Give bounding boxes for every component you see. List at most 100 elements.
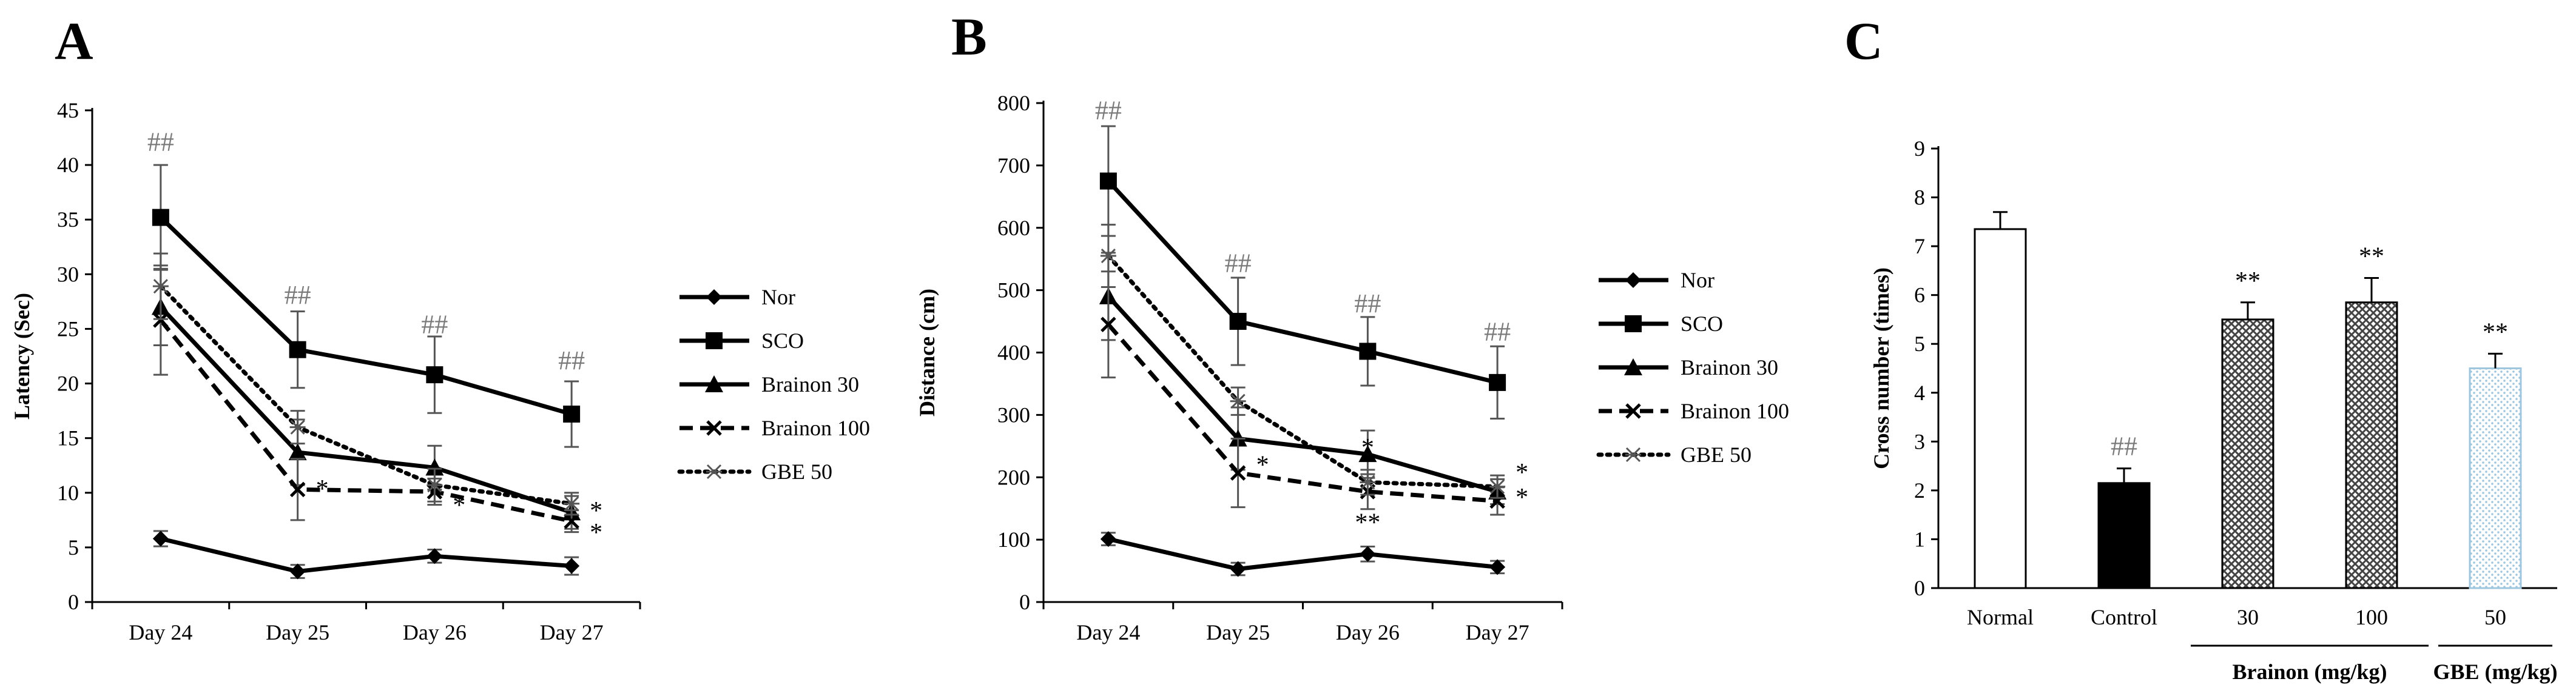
series-gbe-50	[152, 252, 580, 516]
legend-label: Nor	[1681, 268, 1715, 292]
legend-label: Brainon 30	[761, 372, 859, 397]
data-point	[152, 209, 169, 226]
data-point	[1358, 445, 1377, 463]
chart-c: 0 1 2 3 4 5 6 7 8 9 Cross number (times) Normal Cont…	[1869, 136, 2558, 684]
y-tick-label: 700	[997, 153, 1030, 178]
annotation-star: **	[2359, 243, 2384, 270]
data-point	[152, 279, 169, 294]
series-sco	[152, 164, 581, 448]
panel-letter-b: B	[951, 8, 987, 67]
annotation-hash: ##	[147, 127, 174, 156]
annotation-hash: ##	[2111, 432, 2137, 461]
y-tick-label: 30	[57, 262, 79, 286]
y-tick-label: 35	[57, 207, 79, 232]
data-point	[1360, 546, 1376, 562]
data-point	[1099, 172, 1117, 190]
x-tick-label: Day 24	[1076, 620, 1140, 644]
legend-label: Brainon 100	[1681, 399, 1789, 423]
series-line	[159, 306, 573, 515]
annotation-star: *	[1516, 459, 1528, 487]
x-tick-label: Normal	[1967, 605, 2034, 629]
legend-marker	[1625, 315, 1642, 332]
y-tick-label: 0	[1914, 576, 1925, 600]
panel-letter-a: A	[55, 12, 93, 71]
data-point	[289, 481, 306, 498]
x-tick-label: Day 25	[1206, 620, 1270, 644]
legend-a: Nor SCO Brainon 30 Brainon 100 GBE 50	[677, 285, 870, 484]
y-tick-label: 5	[68, 535, 79, 560]
x-tick-label: Day 27	[540, 620, 604, 644]
y-tick-label: 500	[997, 278, 1030, 303]
annotation-star: *	[316, 475, 329, 503]
data-point	[1360, 475, 1376, 490]
x-tick-label: Day 25	[266, 620, 329, 644]
y-axis-title: Cross number (times)	[1869, 267, 1893, 469]
y-tick-label: 200	[997, 465, 1030, 489]
legend-marker	[706, 289, 722, 305]
annotation-star: **	[2235, 267, 2261, 295]
y-tick-label: 10	[57, 481, 79, 505]
y-tick-label: 8	[1914, 186, 1925, 210]
legend-marker	[1625, 447, 1641, 463]
y-axis-title: Latency (Sec)	[10, 293, 34, 420]
y-tick-label: 9	[1914, 136, 1925, 161]
y-tick-label: 40	[57, 153, 79, 177]
group-label: GBE (mg/kg)	[2433, 660, 2557, 684]
panel-letter-c: C	[1844, 12, 1883, 71]
legend-marker	[705, 375, 723, 392]
annotation-hash: ##	[1354, 289, 1381, 318]
x-tick-label: Day 24	[129, 620, 192, 644]
data-point	[289, 420, 306, 435]
annotation-hash: ##	[421, 309, 448, 339]
y-tick-label: 7	[1914, 234, 1925, 258]
series-line	[1107, 179, 1498, 385]
y-tick-label: 600	[997, 216, 1030, 240]
data-point	[1230, 561, 1246, 577]
annotation-star: *	[453, 492, 465, 520]
data-point	[1100, 531, 1116, 547]
bar	[2097, 482, 2151, 589]
series-line	[160, 537, 572, 574]
legend-label: Brainon 30	[1681, 355, 1778, 380]
legend-marker	[1624, 358, 1642, 375]
data-point	[427, 478, 443, 493]
annotation-star: **	[1355, 509, 1380, 537]
chart-b: 0 100 200 300 400 500 600 700 800 Day 24 Day 25 Day…	[915, 91, 1563, 644]
x-tick-label: 100	[2355, 605, 2388, 629]
data-point	[1359, 343, 1377, 360]
data-point	[1100, 248, 1116, 264]
y-tick-label: 6	[1914, 283, 1925, 307]
chart-a: 0 5 10 15 20 25 30 35 40 45 Day 24 Day 25 Day 26 Day …	[10, 98, 641, 644]
x-tick-label: Control	[2091, 605, 2157, 629]
data-point	[564, 496, 580, 511]
data-point	[564, 513, 579, 529]
y-tick-label: 25	[57, 316, 79, 341]
legend-marker	[1625, 403, 1641, 419]
y-tick-label: 1	[1914, 527, 1925, 551]
series-nor	[152, 530, 580, 580]
y-tick-label: 100	[997, 527, 1030, 552]
data-point	[1489, 493, 1505, 509]
y-tick-label: 20	[57, 372, 79, 396]
legend-label: Brainon 100	[761, 416, 870, 440]
series-line	[1108, 537, 1498, 571]
data-point	[564, 558, 580, 574]
series-line	[1107, 323, 1498, 503]
data-point	[1230, 393, 1246, 409]
group-label: Brainon (mg/kg)	[2232, 660, 2387, 684]
data-point	[288, 443, 307, 461]
data-point	[1101, 316, 1116, 332]
legend-label: SCO	[1681, 312, 1723, 336]
y-tick-label: 3	[1914, 429, 1925, 453]
y-tick-label: 15	[57, 426, 79, 450]
legend-b: Nor SCO Brainon 30 Brainon 100 GBE 50	[1596, 268, 1789, 467]
x-tick-label: 30	[2237, 605, 2259, 629]
data-point	[289, 341, 306, 358]
data-point	[1489, 373, 1506, 391]
y-tick-label: 0	[1019, 590, 1030, 614]
legend-label: GBE 50	[761, 460, 832, 484]
y-axis-title: Distance (cm)	[915, 289, 939, 417]
x-tick-label: 50	[2484, 605, 2506, 629]
bar	[2345, 301, 2398, 589]
